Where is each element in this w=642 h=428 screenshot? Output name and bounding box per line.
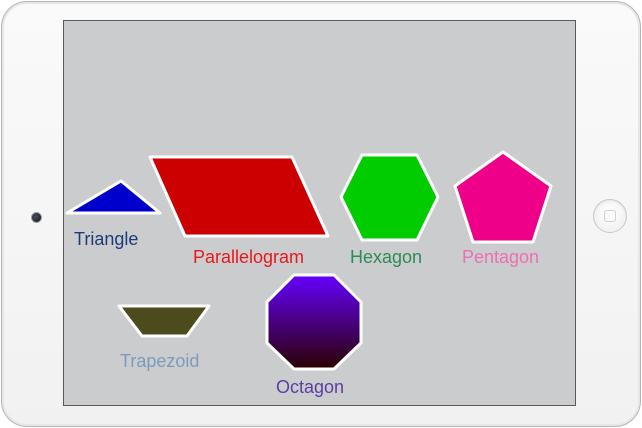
triangle-shape[interactable] — [65, 179, 162, 215]
octagon-label: Octagon — [276, 377, 345, 397]
home-button-icon — [604, 210, 616, 222]
hexagon-label: Hexagon — [350, 247, 423, 267]
trapezoid-label: Trapezoid — [120, 351, 200, 371]
home-button[interactable] — [593, 199, 627, 233]
pentagon-label: Pentagon — [462, 247, 540, 267]
hexagon-shape[interactable] — [339, 153, 440, 242]
camera-icon — [31, 212, 42, 223]
parallelogram-label: Parallelogram — [193, 247, 305, 267]
parallelogram-shape[interactable] — [148, 155, 330, 238]
octagon-shape[interactable] — [265, 273, 363, 371]
pentagon-shape[interactable] — [453, 150, 553, 244]
triangle-label: Triangle — [74, 229, 139, 249]
trapezoid-shape[interactable] — [117, 304, 211, 338]
